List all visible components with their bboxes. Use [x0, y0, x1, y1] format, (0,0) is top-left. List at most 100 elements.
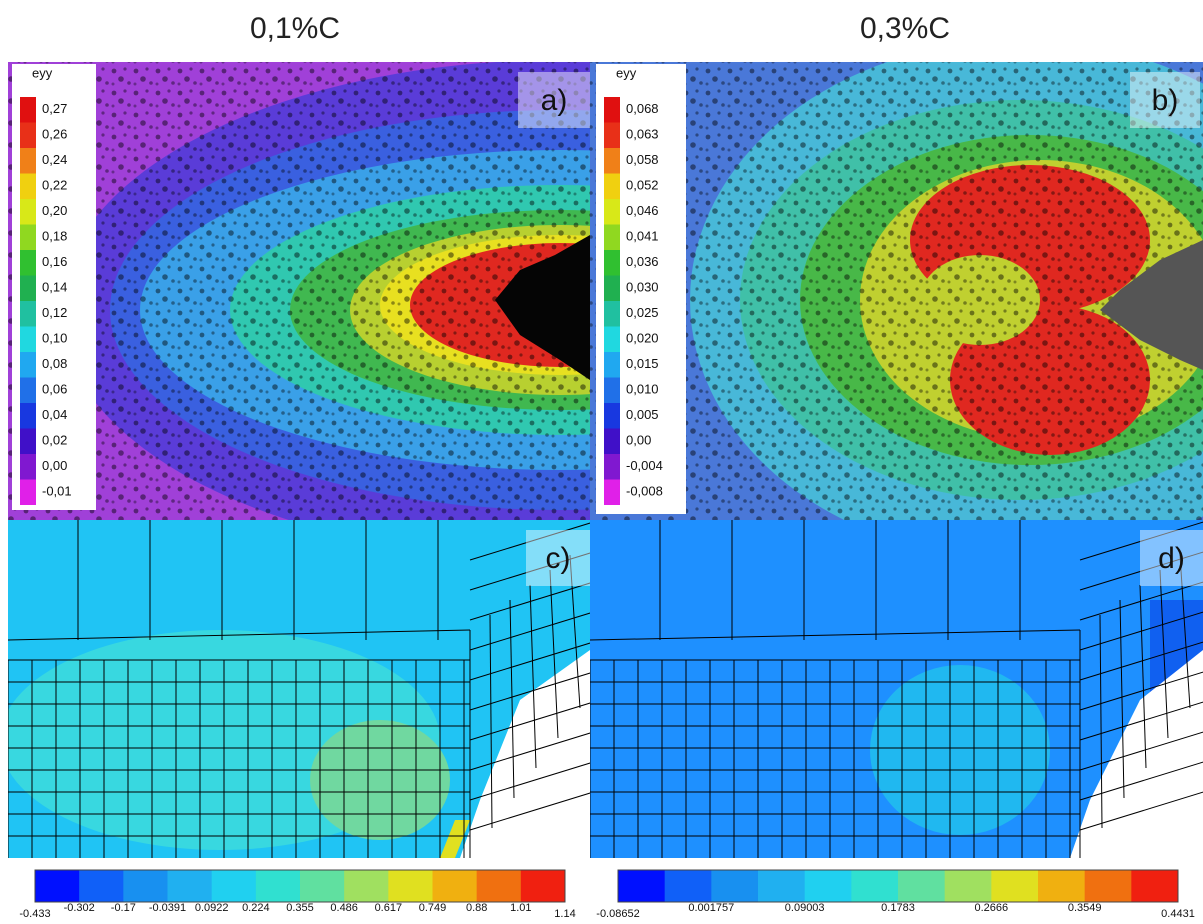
legend-swatch — [604, 250, 620, 276]
legend-label: 0,020 — [626, 331, 659, 346]
mesh-line — [1079, 611, 1203, 651]
mesh-line — [1079, 731, 1203, 771]
legend-label: 0,036 — [626, 254, 659, 269]
legend-label: -0,008 — [626, 484, 663, 499]
legend-label: 0,010 — [626, 382, 659, 397]
mesh-line — [469, 732, 590, 771]
mesh-line — [8, 629, 471, 641]
mesh-line — [1179, 554, 1191, 709]
legend-label: 0,10 — [42, 331, 67, 346]
legend-label: 0,04 — [42, 407, 67, 422]
legend-swatch — [20, 250, 36, 276]
colorbar-segment — [167, 870, 213, 902]
legend-swatch — [604, 428, 620, 454]
legend-swatch — [604, 454, 620, 480]
legend-label: 0,06 — [42, 382, 67, 397]
colorbar-label: -0.433 — [19, 908, 50, 920]
legend-title: eyy — [616, 65, 637, 80]
panel-label-bg — [526, 530, 590, 586]
mesh-line — [469, 582, 590, 621]
colorbar-label: 1.01 — [510, 902, 531, 914]
colorbar-label: -0.302 — [64, 902, 95, 914]
colorbar-segment — [476, 870, 522, 902]
legend-label: 0,046 — [626, 203, 659, 218]
colorbar-segment — [35, 870, 80, 902]
colorbar-label: 0.88 — [466, 902, 487, 914]
legend-swatch — [20, 224, 36, 250]
mesh-line — [1139, 584, 1147, 769]
panel-label: c) — [546, 542, 571, 575]
legend-label: 0,12 — [42, 305, 67, 320]
colorbar-segment — [388, 870, 433, 902]
legend-label: 0,030 — [626, 280, 659, 295]
legend-label: 0,058 — [626, 152, 659, 167]
legend-swatch — [604, 199, 620, 225]
mesh-line — [529, 584, 537, 769]
colorbar-label: 0.4431 — [1161, 908, 1195, 920]
legend-swatch — [20, 122, 36, 148]
legend-swatch — [604, 224, 620, 250]
colorbar-label: 0.617 — [375, 902, 403, 914]
colorbar-segment — [804, 870, 852, 902]
mesh-line — [489, 614, 493, 829]
mesh-line — [1079, 581, 1203, 621]
legend-label: 0,02 — [42, 433, 67, 448]
legend-swatch — [604, 122, 620, 148]
panel-label-bg — [1130, 72, 1200, 128]
legend-swatch — [20, 326, 36, 352]
legend-swatch — [604, 173, 620, 199]
panel-label: a) — [541, 84, 568, 117]
mesh-line — [1079, 551, 1203, 591]
mesh-line — [1079, 701, 1203, 741]
legend-swatch — [20, 377, 36, 403]
colorbar-frame — [34, 869, 566, 903]
mesh-line — [590, 629, 1081, 641]
colorbar-segment — [79, 870, 124, 902]
column-title: 0,1%C — [250, 12, 340, 45]
mesh-line — [469, 702, 590, 741]
colorbar-label: 0.486 — [330, 902, 358, 914]
mesh-line — [469, 792, 590, 831]
mesh-line — [1119, 599, 1125, 799]
colorbar-segment — [1038, 870, 1086, 902]
legend-label: 0,025 — [626, 305, 659, 320]
colorbar-segment — [255, 870, 301, 902]
panel-label: d) — [1158, 542, 1185, 575]
colorbar-label: 0.09003 — [785, 902, 825, 914]
mesh-line — [1079, 641, 1203, 681]
legend-label: 0,08 — [42, 356, 67, 371]
mesh-line — [1079, 671, 1203, 711]
mesh-line — [1079, 521, 1203, 561]
legend-label: 0,20 — [42, 203, 67, 218]
column-title: 0,3%C — [860, 12, 950, 45]
legend-label: 0,26 — [42, 127, 67, 142]
colorbar-label: 0.3549 — [1068, 902, 1102, 914]
colorbar-label: 0.2666 — [975, 902, 1009, 914]
colorbar-segment — [991, 870, 1039, 902]
legend-swatch — [604, 403, 620, 429]
panel-label: b) — [1152, 84, 1179, 117]
legend-label: 0,00 — [42, 458, 67, 473]
colorbar-label: 0.001757 — [688, 902, 734, 914]
colorbar-segment — [300, 870, 345, 902]
legend-swatch — [604, 275, 620, 301]
colorbar-segment — [211, 870, 257, 902]
legend-swatch — [20, 301, 36, 327]
colorbar-label: 1.14 — [554, 908, 575, 920]
legend-swatch — [604, 97, 620, 123]
legend-swatch — [20, 352, 36, 378]
legend-swatch — [20, 275, 36, 301]
fem-mesh-c — [8, 520, 590, 858]
legend-swatch — [20, 148, 36, 174]
colorbar-label: -0.08652 — [596, 908, 639, 920]
legend-swatch — [20, 454, 36, 480]
legend-swatch — [20, 428, 36, 454]
strain-map-b — [590, 62, 1203, 520]
legend-label: -0,004 — [626, 458, 663, 473]
legend-swatch — [604, 377, 620, 403]
colorbar-segment — [1131, 870, 1179, 902]
colorbar-segment — [851, 870, 899, 902]
legend-swatch — [20, 97, 36, 123]
legend-label: 0,005 — [626, 407, 659, 422]
